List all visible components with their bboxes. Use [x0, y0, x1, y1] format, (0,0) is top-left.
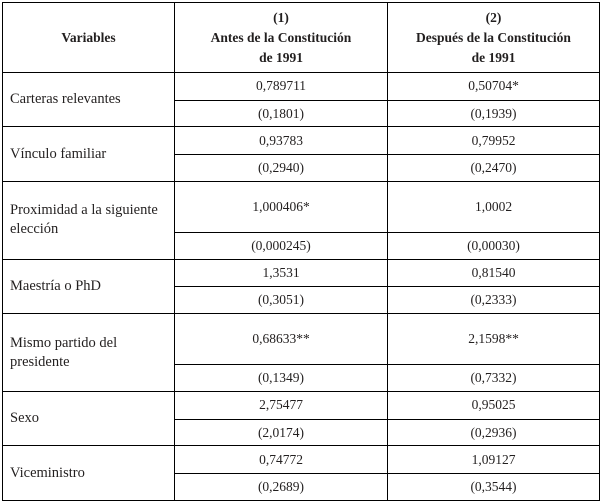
table-row: Carteras relevantes 0,789711 0,50704* — [2, 71, 600, 128]
table-row: (2,0174) (0,2936) — [3, 418, 600, 447]
table-row: (0,2689) (0,3544) — [3, 473, 600, 501]
column-2-header: (2) Después de la Constitución de 1991 — [387, 2, 600, 73]
coefficient-cell: 1,0002 — [387, 180, 600, 234]
table-row: (0,1801) (0,1939) — [3, 99, 600, 128]
coefficient-cell: 2,1598** — [387, 313, 600, 366]
table-row: Mismo partido del presidente 0,68633** 2… — [2, 313, 600, 393]
coefficient-cell: 0,81540 — [387, 258, 600, 288]
variables-column-header: Variables — [2, 2, 175, 73]
column-1-title-line2: de 1991 — [259, 49, 303, 65]
header-row: Variables (1) Antes de la Constitución d… — [2, 2, 600, 73]
coefficient-cell: 0,74772 — [174, 445, 388, 475]
variable-name: Sexo — [2, 391, 175, 447]
variable-name: Vínculo familiar — [2, 126, 175, 182]
variable-name: Viceministro — [2, 445, 175, 501]
table-row: (0,000245) (0,00030) — [3, 232, 600, 260]
column-2-title-line1: Después de la Constitución — [416, 29, 571, 45]
coefficient-cell: 0,93783 — [174, 126, 388, 156]
std-error-cell: (0,00030) — [387, 232, 600, 260]
variable-name: Mismo partido del presidente — [2, 313, 175, 393]
std-error-cell: (0,2936) — [387, 418, 600, 447]
column-2-number: (2) — [485, 9, 502, 25]
coefficient-cell: 0,79952 — [387, 126, 600, 156]
coefficient-cell: 2,75477 — [174, 391, 388, 420]
coefficient-cell: 1,09127 — [387, 445, 600, 475]
std-error-cell: (0,1349) — [174, 364, 388, 393]
std-error-cell: (0,1801) — [174, 99, 388, 128]
std-error-cell: (0,000245) — [174, 232, 388, 260]
table-row: (0,3051) (0,2333) — [3, 286, 600, 315]
variable-name: Maestría o PhD — [2, 258, 175, 315]
std-error-cell: (0,2689) — [174, 473, 388, 501]
table-row: (0,2940) (0,2470) — [3, 154, 600, 182]
variable-name: Carteras relevantes — [2, 71, 175, 128]
table-row: Sexo 2,75477 0,95025 — [2, 391, 600, 447]
table-row: (0,1349) (0,7332) — [3, 364, 600, 393]
table-row: Proximidad a la siguiente elección 1,000… — [2, 180, 600, 260]
table-row: Maestría o PhD 1,3531 0,81540 — [2, 258, 600, 315]
std-error-cell: (0,3051) — [174, 286, 388, 315]
std-error-cell: (0,2940) — [174, 154, 388, 182]
table-row: Viceministro 0,74772 1,09127 — [2, 445, 600, 501]
coefficient-cell: 0,50704* — [387, 72, 600, 101]
coefficient-cell: 1,3531 — [174, 258, 388, 288]
column-1-number: (1) — [273, 9, 289, 25]
coefficient-cell: 1,000406* — [174, 180, 388, 234]
std-error-cell: (0,1939) — [387, 99, 600, 128]
column-2-title-line2: de 1991 — [471, 49, 516, 65]
variable-name: Proximidad a la siguiente elección — [2, 180, 175, 260]
column-1-header: (1) Antes de la Constitución de 1991 — [174, 2, 388, 73]
std-error-cell: (0,3544) — [387, 473, 600, 501]
column-1-title-line1: Antes de la Constitución — [210, 29, 352, 45]
std-error-cell: (0,2333) — [387, 286, 600, 315]
coefficient-cell: 0,95025 — [387, 391, 600, 420]
std-error-cell: (2,0174) — [174, 418, 388, 447]
std-error-cell: (0,7332) — [387, 364, 600, 393]
std-error-cell: (0,2470) — [387, 154, 600, 182]
table-row: Vínculo familiar 0,93783 0,79952 — [2, 126, 600, 182]
coefficient-cell: 0,789711 — [174, 72, 388, 101]
coefficient-cell: 0,68633** — [174, 313, 388, 366]
